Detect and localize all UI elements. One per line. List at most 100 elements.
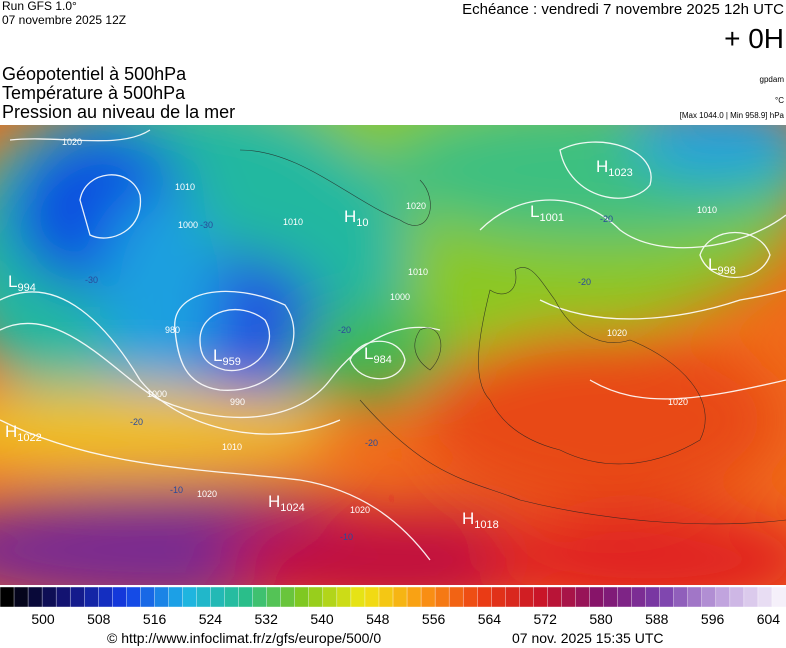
pressure-center: H10 — [344, 207, 369, 229]
scale-swatch — [41, 586, 57, 608]
scale-swatch — [294, 586, 310, 608]
scale-swatch — [477, 586, 492, 608]
center-letter: H — [268, 492, 280, 511]
scale-swatch — [448, 586, 464, 608]
scale-swatch — [126, 586, 142, 608]
isobar-label: 1020 — [607, 328, 627, 338]
center-letter: H — [596, 157, 608, 176]
center-letter: L — [364, 344, 373, 363]
layer: Température à 500hPa — [2, 83, 186, 103]
scale-swatch — [659, 586, 675, 608]
pressure-center: H1023 — [596, 157, 633, 179]
isobar-label: 990 — [230, 397, 245, 407]
scale-swatch — [140, 586, 156, 608]
scale-swatch — [434, 586, 450, 608]
isobar-label: 1020 — [406, 201, 426, 211]
scale-label: 500 — [31, 611, 55, 627]
scale-swatch — [224, 586, 240, 608]
center-value: 1022 — [17, 432, 41, 444]
scale-swatch — [196, 586, 212, 608]
pressure-center: L994 — [8, 272, 36, 294]
scale-swatch — [561, 586, 577, 608]
scale-swatch — [238, 586, 254, 608]
temperature-label: -20 — [600, 214, 613, 224]
scale-label: 508 — [87, 611, 111, 627]
center-letter: L — [708, 255, 717, 274]
scale-swatch — [645, 586, 661, 608]
center-letter: L — [213, 346, 222, 365]
scale-swatch — [771, 586, 786, 608]
scale-swatch — [252, 586, 268, 608]
scale-swatch — [505, 586, 521, 608]
scale-label: 548 — [366, 611, 390, 627]
isobar-label: 1010 — [408, 267, 428, 277]
scale-swatch — [673, 586, 689, 608]
scale-label: 556 — [422, 611, 446, 627]
scale-swatch — [420, 586, 436, 608]
scale-swatch — [533, 586, 549, 608]
unit: °C — [775, 96, 784, 105]
pressure-center: H1024 — [268, 492, 305, 514]
isobar-label: 1020 — [668, 397, 688, 407]
scale-swatch — [13, 586, 29, 608]
scale-swatch — [364, 586, 380, 608]
isobar-label: 1010 — [222, 442, 242, 452]
scale-swatch — [280, 586, 296, 608]
scale-swatch — [519, 586, 535, 608]
scale-swatch — [112, 586, 128, 608]
scale-swatch — [308, 586, 324, 608]
pressure-center: L959 — [213, 346, 241, 368]
center-letter: L — [530, 202, 539, 221]
center-value: 1024 — [280, 502, 304, 514]
pressure-center: H1018 — [462, 509, 499, 531]
isobar-label: 980 — [165, 325, 180, 335]
isobar-label: 1010 — [175, 182, 195, 192]
footer-url: © http://www.infoclimat.fr/z/gfs/europe/… — [107, 630, 381, 646]
scale-swatch — [462, 586, 478, 608]
temperature-label: -10 — [170, 485, 183, 495]
center-value: 984 — [373, 354, 391, 366]
scale-label: 588 — [645, 611, 669, 627]
scale-label: 532 — [255, 611, 279, 627]
center-value: 959 — [222, 356, 240, 368]
scale-label: 580 — [589, 611, 613, 627]
scale-swatch — [547, 586, 563, 608]
center-value: 10 — [356, 217, 368, 229]
center-value: 994 — [17, 282, 35, 294]
isobar-label: 1020 — [350, 505, 370, 515]
pressure-center: L1001 — [530, 202, 564, 224]
center-letter: H — [344, 207, 356, 226]
temperature-label: -20 — [578, 277, 591, 287]
scale-swatch — [69, 586, 85, 608]
scale-swatch — [168, 586, 184, 608]
scale-swatch — [266, 586, 282, 608]
scale-label: 596 — [701, 611, 725, 627]
temperature-label: -30 — [85, 275, 98, 285]
scale-swatch — [55, 586, 71, 608]
temperature-label: -20 — [130, 417, 143, 427]
scale-swatch — [98, 586, 113, 608]
isobar-label: 1010 — [697, 205, 717, 215]
echeance: Echéance : vendredi 7 novembre 2025 12h … — [462, 1, 784, 18]
scale-swatch — [84, 586, 99, 608]
temperature-label: -20 — [365, 438, 378, 448]
isobar-label: 1000 — [147, 389, 167, 399]
scale-swatch — [154, 586, 170, 608]
scale-swatch — [27, 586, 43, 608]
pressure-center: L998 — [708, 255, 736, 277]
scale-swatch — [603, 586, 619, 608]
center-value: 1023 — [608, 167, 632, 179]
scale-label: 572 — [534, 611, 558, 627]
unit: gpdam — [760, 75, 785, 84]
layer: Géopotentiel à 500hPa — [2, 64, 187, 84]
scale-swatch — [617, 586, 633, 608]
isobar-label: 1020 — [197, 489, 217, 499]
scale-swatch — [687, 586, 703, 608]
center-letter: L — [8, 272, 17, 291]
center-value: 1001 — [539, 212, 563, 224]
scale-swatch — [729, 586, 745, 608]
scale-label: 604 — [757, 611, 781, 627]
center-value: 1018 — [474, 519, 498, 531]
